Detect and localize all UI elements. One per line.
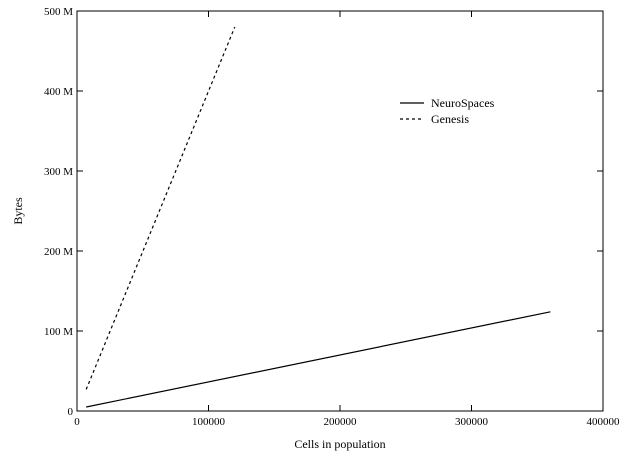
y-axis-ticks: 0 100 M 200 M 300 M 400 M 500 M <box>44 6 603 418</box>
series-line-genesis <box>85 26 236 390</box>
x-tick-label: 300000 <box>455 416 489 428</box>
x-tick-label: 400000 <box>587 416 621 428</box>
x-axis-label: Cells in population <box>294 437 385 451</box>
legend-label-neurospaces: NeuroSpaces <box>431 96 495 110</box>
legend-label-genesis: Genesis <box>431 112 469 126</box>
series-layer <box>85 26 551 408</box>
x-tick-label: 100000 <box>192 416 226 428</box>
plot-frame <box>76 10 604 412</box>
x-tick-label: 0 <box>74 416 80 428</box>
y-tick-label: 100 M <box>44 326 73 338</box>
x-tick-label: 200000 <box>324 416 358 428</box>
y-tick-label: 200 M <box>44 246 73 258</box>
y-axis-label: Bytes <box>11 197 25 225</box>
series-line-neurospaces <box>86 311 551 408</box>
legend: NeuroSpaces Genesis <box>400 96 495 126</box>
y-tick-label: 0 <box>68 406 74 418</box>
y-tick-label: 400 M <box>44 86 73 98</box>
y-tick-label: 500 M <box>44 6 73 18</box>
x-axis-ticks: 0 100000 200000 300000 400000 <box>74 11 620 428</box>
y-tick-label: 300 M <box>44 166 73 178</box>
